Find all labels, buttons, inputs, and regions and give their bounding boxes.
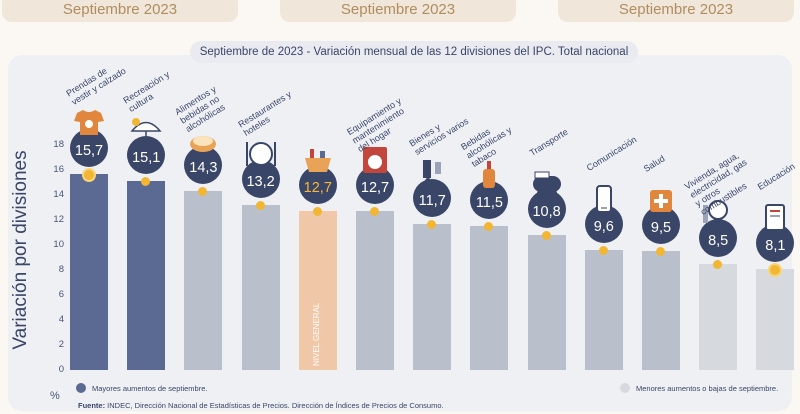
value-marker <box>770 264 781 275</box>
medical-icon <box>650 190 672 213</box>
value-marker <box>312 207 322 217</box>
value-marker <box>541 231 551 240</box>
bar <box>356 211 394 370</box>
data-label: 9,5 <box>642 206 680 245</box>
bus-icon <box>532 171 561 196</box>
value-marker <box>141 177 151 187</box>
y-axis-title: Variación por divisiones <box>10 150 31 350</box>
bar-label-general: NIVEL GENERAL <box>311 302 321 366</box>
y-tick-label: 8 <box>58 264 64 275</box>
legend-major-swatch <box>76 383 86 393</box>
legend-minor-swatch <box>620 383 630 393</box>
y-tick-label: 10 <box>53 239 64 250</box>
y-tick-label: 0 <box>58 364 64 375</box>
source-label: Fuente: <box>78 401 106 410</box>
source-text: INDEC, Dirección Nacional de Estadística… <box>105 401 444 410</box>
top-tab[interactable]: Septiembre 2023 <box>2 0 238 22</box>
washer-icon <box>363 147 387 174</box>
value-marker <box>370 207 379 217</box>
bar <box>642 251 680 370</box>
value-marker <box>484 222 494 232</box>
value-marker <box>198 187 208 197</box>
bulb-icon <box>703 199 729 225</box>
data-label: 10,8 <box>527 190 566 228</box>
legend-minor-label: Menores aumentos o bajas de septiembre. <box>636 383 779 393</box>
data-label: 8,5 <box>699 218 738 257</box>
value-marker <box>598 246 608 255</box>
y-tick-label: 18 <box>53 139 64 150</box>
headline-text: Variación mensual de las 12 divisiones d… <box>313 46 629 58</box>
data-label: 14,3 <box>184 146 223 185</box>
legend-major: Mayores aumentos de septiembre. <box>76 383 207 393</box>
value-marker <box>84 169 94 180</box>
bar <box>699 263 738 370</box>
phone-icon <box>595 185 612 213</box>
bottle-icon <box>483 161 496 189</box>
data-label: 13,2 <box>241 160 280 198</box>
brush-icon <box>421 159 442 187</box>
top-tab[interactable]: Septiembre 2023 <box>280 0 516 22</box>
data-label: 15,7 <box>70 128 108 167</box>
value-marker <box>713 259 723 269</box>
headline-prefix: Septiembre de 2023 - <box>199 46 314 58</box>
dining-icon <box>245 142 276 166</box>
bar <box>756 268 795 370</box>
bar <box>298 211 337 370</box>
data-label: 15,1 <box>127 136 166 175</box>
y-tick-label: 4 <box>58 314 64 325</box>
bar <box>470 226 509 370</box>
source-note: Fuente: INDEC, Dirección Nacional de Est… <box>78 401 444 410</box>
value-marker <box>255 201 265 210</box>
food-icon <box>190 136 217 153</box>
chart-headline: Septiembre de 2023 - Variación mensual d… <box>190 41 638 63</box>
legend-minor: Menores aumentos o bajas de septiembre. <box>620 383 778 393</box>
bar <box>70 173 108 370</box>
bar <box>413 223 452 370</box>
bar <box>527 235 566 370</box>
bar <box>241 205 280 370</box>
basket-icon <box>304 149 331 173</box>
tshirt-icon <box>74 109 104 135</box>
value-marker <box>656 247 665 257</box>
top-tab[interactable]: Septiembre 2023 <box>558 0 794 22</box>
legend-major-label: Mayores aumentos de septiembre. <box>92 383 208 393</box>
y-tick-label: 6 <box>58 289 64 300</box>
bar <box>584 250 623 370</box>
data-label: 11,7 <box>413 178 452 217</box>
data-label: 12,7 <box>298 166 337 205</box>
umbrella-icon <box>130 118 162 143</box>
y-tick-label: 12 <box>53 214 64 225</box>
book-icon <box>765 203 786 231</box>
value-marker <box>427 219 437 229</box>
bar <box>184 191 223 370</box>
y-tick-label: 14 <box>53 189 64 200</box>
bar <box>127 181 166 370</box>
y-tick-label: 16 <box>53 164 64 175</box>
y-unit: % <box>50 390 60 402</box>
y-tick-label: 2 <box>58 339 64 350</box>
